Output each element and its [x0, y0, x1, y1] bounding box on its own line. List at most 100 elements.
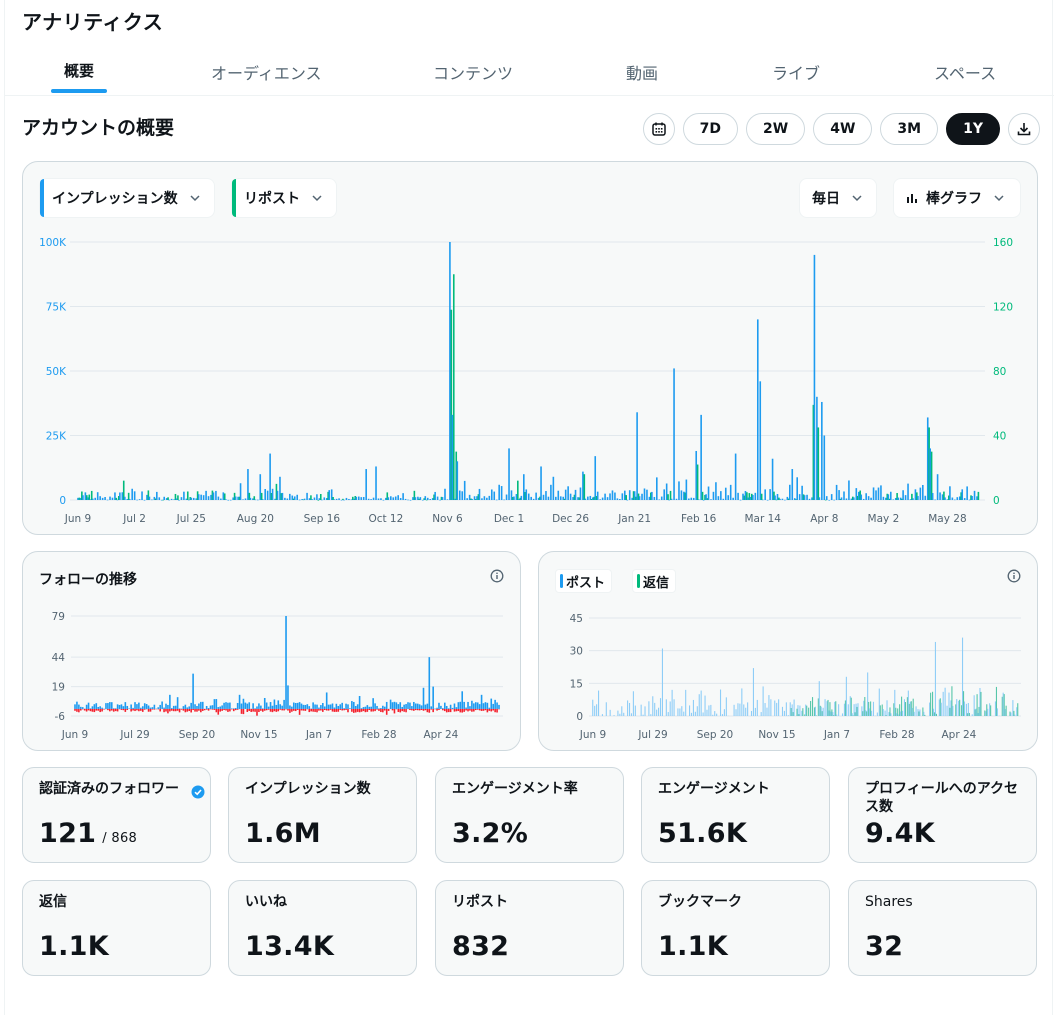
impressions-bar [505, 494, 508, 500]
impressions-bar [875, 490, 877, 500]
impressions-bar [754, 492, 757, 500]
impressions-bar [951, 497, 954, 500]
follow-bar [335, 703, 338, 709]
impressions-bar [466, 498, 468, 500]
follow-bar [302, 704, 305, 709]
calendar-button[interactable] [642, 113, 675, 145]
tab-live[interactable]: ライブ [772, 64, 821, 83]
chart-type-dropdown[interactable]: 棒グラフ [893, 178, 1021, 218]
posts-bar [801, 710, 803, 716]
x-tick: Jun 9 [579, 729, 606, 741]
reposts-bar [977, 491, 980, 500]
stat-card-engagement-rate[interactable]: エンゲージメント率 3.2% [435, 767, 624, 863]
impressions-bar [488, 495, 491, 500]
range-3m-button[interactable]: 3M [880, 113, 939, 145]
reposts-bar [127, 492, 130, 500]
info-icon[interactable] [490, 569, 504, 583]
impressions-bar [584, 498, 587, 500]
replies-bar [962, 691, 965, 716]
unfollow-bar [438, 708, 440, 710]
impressions-bar [796, 477, 798, 500]
tab-audience[interactable]: オーディエンス [211, 64, 322, 83]
impressions-bar [402, 493, 404, 500]
interval-dropdown[interactable]: 毎日 [799, 178, 877, 218]
impressions-bar [734, 453, 737, 500]
stat-card-replies[interactable]: 返信 1.1K [22, 880, 211, 976]
stat-value: 1.1K [39, 931, 109, 962]
impressions-bar [557, 490, 560, 500]
stat-card-reposts[interactable]: リポスト 832 [435, 880, 624, 976]
posts-bar [849, 696, 851, 716]
follow-bar [471, 700, 473, 709]
posts-bar [756, 699, 758, 716]
impressions-bar [552, 476, 555, 500]
unfollow-bar [242, 708, 245, 715]
reposts-bar [519, 497, 522, 500]
replies-bar [819, 705, 821, 716]
replies-bar [932, 691, 934, 716]
posts-bar [601, 714, 603, 716]
impressions-bar [188, 499, 190, 501]
reposts-bar [635, 496, 637, 500]
follow-bar [397, 704, 400, 709]
impressions-bar [357, 496, 360, 500]
follow-bar [318, 707, 320, 709]
range-1y-button[interactable]: 1Y [946, 113, 1000, 145]
posts-bar [898, 714, 900, 716]
posts-bar [679, 708, 681, 716]
impressions-bar [87, 497, 89, 500]
stat-card-impressions[interactable]: インプレッション数 1.6M [228, 767, 417, 863]
tab-overview[interactable]: 概要 [51, 60, 107, 93]
follow-bar [337, 706, 340, 709]
reposts-bar [817, 427, 820, 500]
follow-bar [378, 708, 380, 709]
posts-bar [872, 701, 875, 716]
posts-bar [630, 713, 633, 716]
impressions-bar [148, 496, 151, 500]
impressions-bar [926, 417, 929, 500]
range-7d-button[interactable]: 7D [682, 113, 739, 145]
y-tick: 0 [576, 711, 583, 723]
impressions-bar [614, 492, 616, 500]
x-tick: Nov 15 [758, 729, 795, 741]
impressions-bar [207, 496, 210, 500]
impressions-bar [382, 499, 385, 501]
reposts-bar [787, 498, 790, 500]
tab-video[interactable]: 動画 [626, 64, 659, 83]
posts-bar [838, 704, 840, 716]
primary-metric-dropdown[interactable]: インプレッション数 [39, 178, 215, 218]
impressions-bar [350, 499, 353, 501]
impressions-bar [569, 493, 572, 500]
calendar-icon [651, 122, 666, 136]
tab-content[interactable]: コンテンツ [433, 64, 514, 83]
posts-bar [671, 689, 673, 716]
stat-label: 認証済みのフォロワー [39, 781, 179, 797]
range-2w-button[interactable]: 2W [746, 113, 806, 145]
stat-card-likes[interactable]: いいね 13.4K [228, 880, 417, 976]
posts-bar [700, 690, 702, 716]
impressions-bar [742, 493, 744, 500]
replies-bar [1001, 696, 1003, 716]
tab-spaces[interactable]: スペース [934, 64, 997, 83]
impressions-bar [907, 483, 909, 500]
stat-card-profile-visits[interactable]: プロフィールへのアクセス数 9.4K [848, 767, 1037, 863]
stat-card-engagements[interactable]: エンゲージメント 51.6K [641, 767, 830, 863]
unfollow-bar [364, 708, 367, 713]
follow-bar [474, 702, 477, 709]
range-4w-button[interactable]: 4W [813, 113, 873, 145]
follow-bar [213, 699, 216, 709]
unfollow-bar [141, 708, 144, 712]
stat-card-bookmarks[interactable]: ブックマーク 1.1K [641, 880, 830, 976]
unfollow-bar [265, 708, 268, 711]
posts-bar [760, 712, 762, 716]
secondary-metric-dropdown[interactable]: リポスト [231, 178, 337, 218]
stat-value: 1.6M [245, 818, 321, 849]
download-button[interactable] [1008, 113, 1040, 145]
replies-bar [895, 707, 897, 716]
info-icon[interactable] [1007, 569, 1021, 583]
follow-bar [345, 703, 347, 709]
stat-card-shares[interactable]: Shares 32 [848, 880, 1037, 976]
impressions-bar [838, 490, 840, 500]
unfollow-bar [378, 708, 380, 711]
stat-card-verified-followers[interactable]: 認証済みのフォロワー 121 / 868 [22, 767, 211, 863]
